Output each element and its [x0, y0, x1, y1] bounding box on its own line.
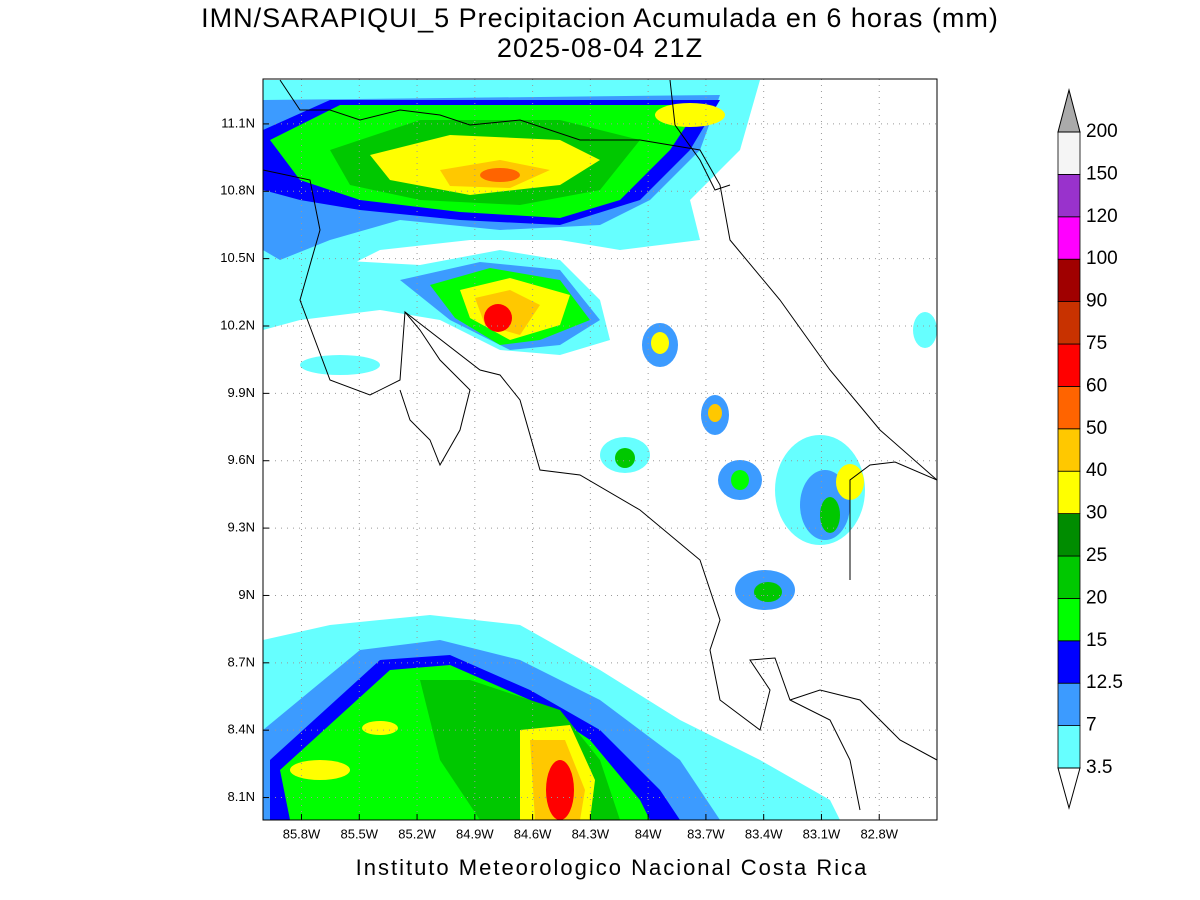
- colorbar-band: [1057, 470, 1081, 515]
- colorbar-label: 30: [1086, 503, 1107, 524]
- map-title: IMN/SARAPIQUI_5 Precipitacion Acumulada …: [201, 3, 999, 33]
- colorbar-band: [1057, 598, 1081, 642]
- colorbar-band: [1057, 513, 1081, 557]
- axes: 85.8W 85.5W 85.2W 84.9W 84.6W 84.3W 84W 83.7W 83…: [220, 115, 898, 841]
- x-tick-label: 84W: [635, 826, 662, 841]
- colorbar-label: 75: [1086, 333, 1107, 354]
- colorbar-band: [1057, 258, 1081, 303]
- colorbar: 3.5 7 12.5 15 20 25 30 40 50 60 75 90 100 120 150 200: [1057, 88, 1123, 810]
- y-tick-label: 9.3N: [228, 520, 255, 535]
- y-tick-label: 10.2N: [220, 317, 255, 332]
- colorbar-band: [1057, 131, 1081, 175]
- colorbar-label: 25: [1086, 545, 1107, 566]
- colorbar-label: 7: [1086, 715, 1097, 736]
- graticule: [263, 79, 937, 820]
- colorbar-label: 12.5: [1086, 672, 1123, 693]
- y-tick-label: 8.4N: [228, 722, 255, 737]
- x-tick-label: 85.2W: [398, 826, 436, 841]
- y-tick-label: 10.8N: [220, 183, 255, 198]
- x-tick-label: 82.8W: [860, 826, 898, 841]
- colorbar-over: [1057, 88, 1081, 133]
- map-frame: [262, 78, 938, 821]
- footer: Instituto Meteorologico Nacional Costa R…: [356, 855, 869, 880]
- colorbar-label: 15: [1086, 630, 1107, 651]
- colorbar-band: [1057, 428, 1081, 472]
- colorbar-band: [1057, 640, 1081, 684]
- x-tick-label: 83.4W: [745, 826, 783, 841]
- colorbar-label: 20: [1086, 587, 1107, 608]
- colorbar-label: 200: [1086, 121, 1118, 142]
- colorbar-label: 50: [1086, 418, 1107, 439]
- y-tick-label: 8.1N: [228, 789, 255, 804]
- x-tick-label: 83.1W: [803, 826, 841, 841]
- x-tick-label: 84.6W: [514, 826, 552, 841]
- colorbar-label: 90: [1086, 291, 1107, 312]
- colorbar-under: [1057, 767, 1081, 810]
- colorbar-band: [1057, 682, 1081, 727]
- colorbar-band: [1057, 555, 1081, 599]
- precip-field: [263, 80, 937, 820]
- x-tick-label: 85.8W: [283, 826, 321, 841]
- x-tick-label: 85.5W: [340, 826, 378, 841]
- colorbar-band: [1057, 216, 1081, 260]
- x-tick-label: 84.9W: [456, 826, 494, 841]
- colorbar-band: [1057, 725, 1081, 769]
- y-tick-label: 8.7N: [228, 654, 255, 669]
- x-tick-label: 83.7W: [687, 826, 725, 841]
- colorbar-label: 60: [1086, 375, 1107, 396]
- colorbar-band: [1057, 173, 1081, 218]
- colorbar-band: [1057, 385, 1081, 430]
- colorbar-band: [1057, 343, 1081, 387]
- map-subtitle: 2025-08-04 21Z: [497, 33, 703, 63]
- colorbar-label: 150: [1086, 163, 1118, 184]
- colorbar-label: 40: [1086, 460, 1107, 481]
- x-tick-label: 84.3W: [572, 826, 610, 841]
- y-tick-label: 9.9N: [228, 385, 255, 400]
- colorbar-label: 100: [1086, 248, 1118, 269]
- y-tick-label: 9N: [238, 587, 255, 602]
- colorbar-band: [1057, 301, 1081, 345]
- colorbar-label: 120: [1086, 206, 1118, 227]
- colorbar-label: 3.5: [1086, 757, 1112, 778]
- coastlines: [263, 79, 937, 811]
- y-tick-label: 11.1N: [221, 115, 255, 130]
- y-tick-label: 9.6N: [228, 452, 255, 467]
- y-tick-label: 10.5N: [220, 250, 255, 265]
